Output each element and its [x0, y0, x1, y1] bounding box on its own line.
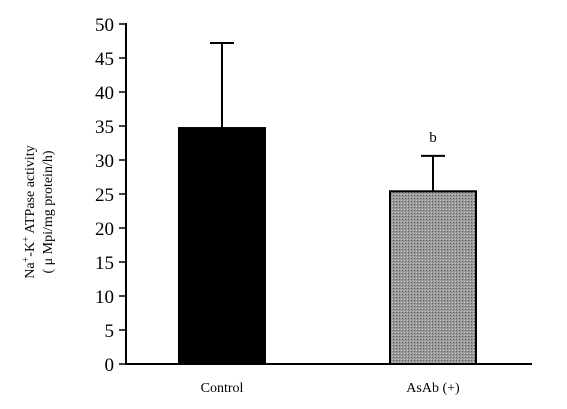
- y-tick-label: 25: [95, 185, 114, 206]
- y-axis-label-k: -K: [23, 242, 38, 257]
- y-axis-label-sup2: +: [21, 236, 32, 242]
- significance-label: b: [429, 130, 437, 146]
- category-label: AsAb (+): [406, 381, 460, 396]
- category-label: Control: [201, 381, 244, 396]
- y-axis-label-sup1: +: [21, 256, 32, 262]
- y-axis-label-line2: ( μ Mpi/mg protein/h): [41, 150, 56, 273]
- y-tick-label: 45: [95, 49, 114, 70]
- y-tick-label: 10: [95, 287, 114, 308]
- bar-asab: [389, 190, 477, 365]
- y-axis-label-rest: ATPase activity: [23, 145, 38, 236]
- y-tick-label: 15: [95, 253, 114, 274]
- bar-control: [178, 127, 266, 365]
- y-tick-label: 50: [95, 15, 114, 36]
- y-tick-label: 40: [95, 83, 114, 104]
- y-tick-label: 5: [105, 321, 115, 342]
- y-tick-label: 20: [95, 219, 114, 240]
- category-labels: Control AsAb (+): [201, 381, 460, 396]
- bars: [178, 127, 477, 365]
- y-axis-label-line1: Na+-K+ ATPase activity: [21, 145, 39, 278]
- y-axis-label-na: Na: [23, 262, 38, 279]
- annotations: b: [429, 130, 437, 146]
- y-tick-label: 0: [105, 355, 115, 376]
- y-tick-label: 30: [95, 151, 114, 172]
- error-bars: [210, 42, 445, 192]
- y-axis-ticks: 0 5 10 15 20 25 30 35 40 45 50: [95, 15, 126, 376]
- y-axis-label: Na+-K+ ATPase activity ( μ Mpi/mg protei…: [21, 145, 57, 278]
- y-tick-label: 35: [95, 117, 114, 138]
